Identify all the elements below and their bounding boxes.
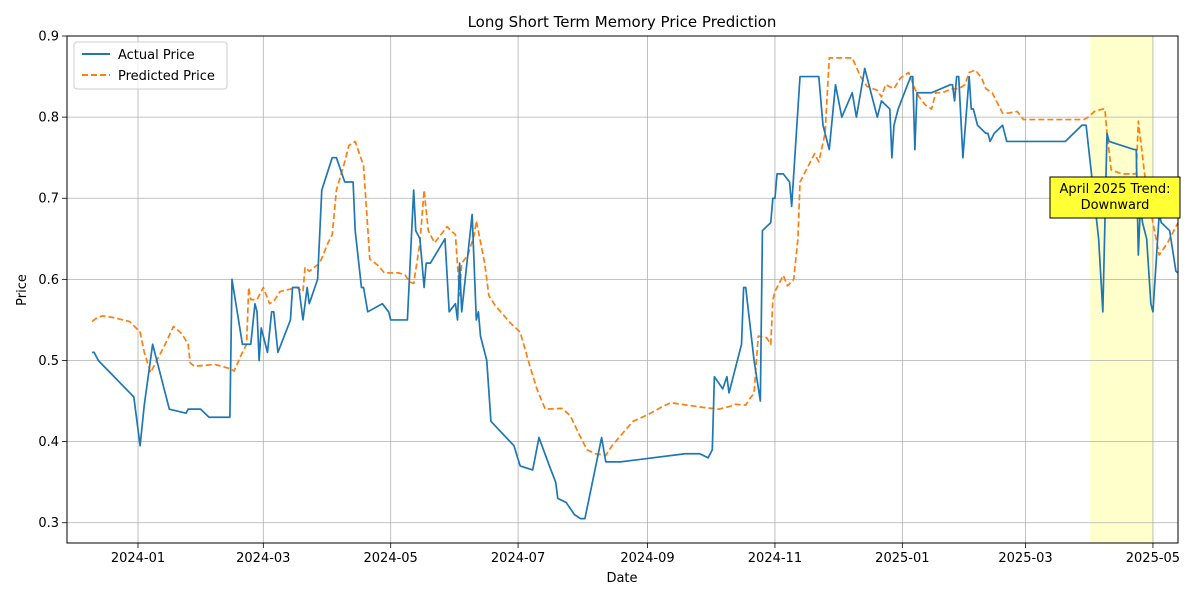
y-axis-label: Price — [15, 274, 30, 306]
y-tick-label: 0.6 — [38, 273, 59, 288]
highlight-span — [1090, 36, 1153, 543]
x-tick-label: 2025-03 — [998, 551, 1052, 566]
x-tick-label: 2024-01 — [111, 551, 165, 566]
x-tick-label: 2025-01 — [875, 551, 929, 566]
legend-label-actual: Actual Price — [118, 48, 195, 63]
chart-title: Long Short Term Memory Price Prediction — [468, 13, 777, 31]
x-tick-label: 2024-07 — [491, 551, 545, 566]
annotation-box — [1049, 176, 1181, 219]
trend-annotation: April 2025 Trend: Downward — [1049, 176, 1181, 219]
y-tick-label: 0.3 — [38, 516, 59, 531]
x-tick-label: 2024-03 — [236, 551, 290, 566]
y-tick-label: 0.5 — [38, 354, 59, 369]
series-line-predicted-price — [91, 57, 1178, 457]
y-tick-label: 0.4 — [38, 435, 59, 450]
annotation-line-2: Downward — [1081, 198, 1150, 213]
legend: Actual Price Predicted Price — [73, 41, 228, 90]
series-line-actual-price — [92, 67, 1178, 520]
x-tick-label: 2024-09 — [620, 551, 674, 566]
x-tick-label: 2025-05 — [1126, 551, 1180, 566]
axes-frame — [66, 35, 1179, 544]
legend-label-predicted: Predicted Price — [118, 69, 215, 84]
y-tick-label: 0.7 — [38, 192, 59, 207]
y-tick-label: 0.8 — [38, 111, 59, 126]
highlight-span-layer — [1090, 36, 1153, 543]
series-layer — [91, 57, 1178, 520]
x-tick-label: 2024-11 — [748, 551, 802, 566]
x-tick-label: 2024-05 — [364, 551, 418, 566]
annotation-line-1: April 2025 Trend: — [1059, 182, 1170, 197]
x-axis-label: Date — [606, 571, 637, 586]
tick-layer: 2024-01 2024-03 2024-05 2024-07 2024-09 2024-… — [38, 30, 1180, 567]
y-tick-label: 0.9 — [38, 30, 59, 45]
plot-area — [67, 36, 1178, 543]
legend-frame — [73, 41, 228, 90]
